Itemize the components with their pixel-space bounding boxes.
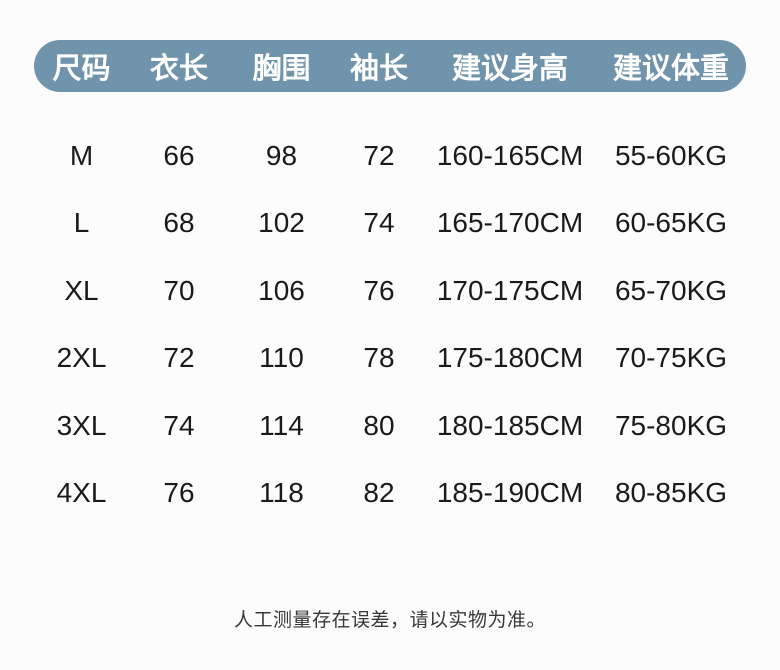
measurement-disclaimer: 人工测量存在误差，请以实物为准。 bbox=[233, 610, 546, 631]
table-cell: 78 bbox=[363, 342, 395, 374]
table-row: L 68 102 74 165-170CM 60-65KG bbox=[34, 190, 746, 258]
table-row: XL 70 106 76 170-175CM 65-70KG bbox=[34, 257, 746, 325]
table-cell: 165-170CM bbox=[436, 207, 584, 239]
table-row: 4XL 76 118 82 185-190CM 80-85KG bbox=[34, 460, 746, 528]
table-cell: 2XL bbox=[56, 342, 107, 374]
table-cell: M bbox=[69, 139, 94, 171]
table-cell: L bbox=[73, 207, 90, 239]
header-cell: 尺码 bbox=[52, 53, 111, 85]
table-cell: 72 bbox=[163, 342, 195, 374]
table-cell: 110 bbox=[259, 342, 304, 374]
table-cell: 70 bbox=[163, 274, 195, 306]
table-cell: 55-60KG bbox=[614, 139, 728, 171]
table-cell: 185-190CM bbox=[436, 477, 584, 509]
table-cell: 76 bbox=[363, 274, 395, 306]
header-cell: 建议体重 bbox=[612, 53, 729, 85]
table-cell: 114 bbox=[259, 409, 304, 441]
table-cell: 106 bbox=[258, 274, 305, 306]
table-cell: 70-75KG bbox=[614, 342, 728, 374]
table-cell: 76 bbox=[163, 477, 195, 509]
table-cell: 102 bbox=[258, 207, 305, 239]
table-row: 2XL 72 110 78 175-180CM 70-75KG bbox=[34, 325, 746, 393]
table-cell: 60-65KG bbox=[614, 207, 728, 239]
table-row: M 66 98 72 160-165CM 55-60KG bbox=[34, 122, 746, 190]
size-chart-body: M 66 98 72 160-165CM 55-60KG L 68 102 74 165-170CM… bbox=[34, 122, 746, 527]
table-cell: 68 bbox=[163, 207, 195, 239]
header-cell: 袖长 bbox=[349, 53, 408, 85]
header-cell: 衣长 bbox=[149, 53, 208, 85]
table-cell: 3XL bbox=[56, 409, 107, 441]
size-chart-table: 尺码 衣长 胸围 袖长 建议身高 建议体重 M 66 98 72 160-165CM 55-60KG… bbox=[34, 40, 746, 527]
size-chart-header-row: 尺码 衣长 胸围 袖长 建议身高 建议体重 bbox=[34, 40, 746, 92]
table-cell: 74 bbox=[163, 409, 195, 441]
table-cell: 74 bbox=[363, 207, 395, 239]
table-cell: 170-175CM bbox=[436, 274, 584, 306]
table-cell: 75-80KG bbox=[614, 409, 728, 441]
table-cell: 80 bbox=[363, 409, 395, 441]
table-cell: 98 bbox=[265, 139, 298, 171]
table-cell: 118 bbox=[259, 477, 304, 509]
header-cell: 建议身高 bbox=[451, 53, 568, 85]
table-cell: 4XL bbox=[56, 477, 107, 509]
header-cell: 胸围 bbox=[252, 53, 311, 85]
table-cell: 82 bbox=[363, 477, 395, 509]
table-cell: 180-185CM bbox=[436, 409, 584, 441]
table-row: 3XL 74 114 80 180-185CM 75-80KG bbox=[34, 392, 746, 460]
table-cell: 65-70KG bbox=[614, 274, 728, 306]
table-cell: 66 bbox=[163, 139, 195, 171]
table-cell: 80-85KG bbox=[614, 477, 728, 509]
table-cell: 175-180CM bbox=[436, 342, 584, 374]
table-cell: XL bbox=[64, 274, 99, 306]
table-cell: 160-165CM bbox=[436, 139, 584, 171]
table-cell: 72 bbox=[363, 139, 395, 171]
